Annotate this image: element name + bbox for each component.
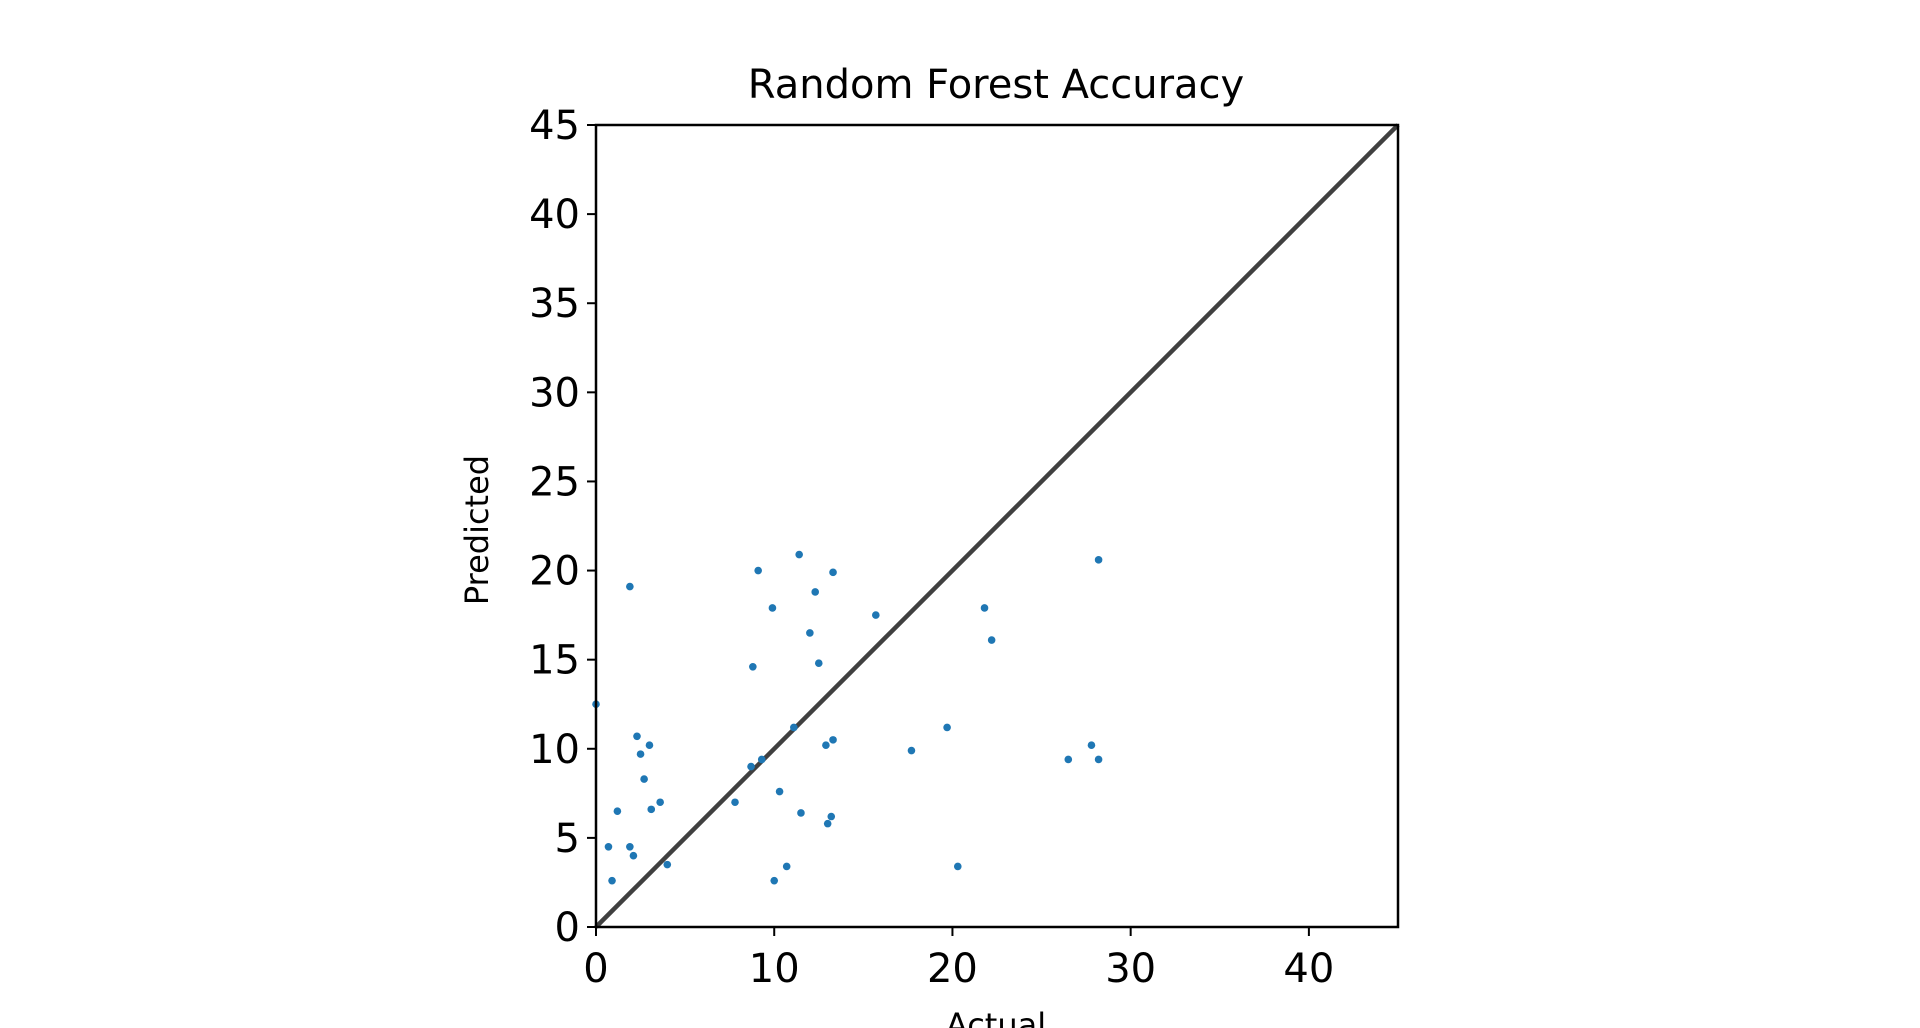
data-point [1094,556,1103,564]
y-tick-label: 40 [529,192,580,238]
y-tick-label: 45 [529,103,580,149]
data-point [1087,741,1096,750]
x-tick-label: 10 [749,946,800,992]
data-point [795,550,803,559]
data-point [656,798,664,807]
data-point [645,741,654,750]
data-point [797,809,805,817]
data-point [775,787,784,796]
data-point [1094,755,1103,764]
data-point [747,762,755,771]
data-point [608,876,616,885]
y-tick-label: 25 [529,459,580,505]
data-point [770,876,779,885]
data-point [987,636,996,644]
x-tick-label: 20 [927,946,978,992]
data-point [633,732,641,741]
data-point [814,659,823,668]
y-tick-label: 0 [555,905,580,951]
data-point [754,566,762,575]
x-tick-label: 0 [583,946,608,992]
data-point [823,819,832,828]
y-tick-label: 5 [555,816,580,862]
data-point [822,741,830,750]
data-point [829,568,837,577]
plot-area: 0 10 20 30 40 0 5 10 15 20 25 30 35 40 45 [529,103,1400,992]
y-axis-label: Predicted [458,455,496,605]
data-point [782,862,791,871]
data-point [827,812,836,821]
data-point [811,588,820,596]
data-point [636,750,645,758]
data-point [647,805,656,814]
data-point [980,604,989,612]
data-point [629,851,638,860]
data-point [663,860,672,869]
data-point [749,662,757,671]
y-tick-label: 15 [529,638,580,684]
chart-title: Random Forest Accuracy [748,62,1244,108]
data-point [943,723,951,732]
data-point [731,798,739,807]
y-tick-label: 35 [529,281,580,327]
y-tick-label: 20 [529,549,580,595]
data-point [640,775,648,783]
data-point [768,604,777,612]
data-point [907,746,916,755]
x-axis-label: Actual [946,1006,1046,1028]
x-tick-label: 30 [1105,946,1156,992]
data-point [829,736,837,744]
data-point [757,755,766,764]
data-point [613,807,622,815]
data-point [953,862,962,871]
x-tick-label: 40 [1283,946,1334,992]
reference-line [594,123,1400,929]
data-point [1064,755,1073,764]
data-point [872,611,880,619]
plot-frame [594,123,1400,929]
data-point [806,629,814,637]
data-point [626,582,634,591]
data-point [790,723,798,732]
y-tick-label: 30 [529,370,580,416]
y-tick-label: 10 [529,727,580,773]
data-point [604,843,613,851]
data-point [626,843,634,851]
